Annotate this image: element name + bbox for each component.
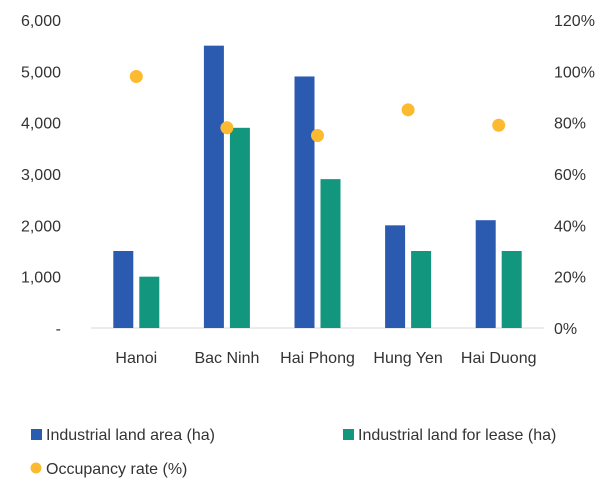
y-right-tick-label: 120% xyxy=(554,13,595,30)
bar-land-area-hai-duong xyxy=(475,220,496,328)
legend-swatch-occupancy xyxy=(30,462,42,474)
legend: Industrial land area (ha) Industrial lan… xyxy=(30,427,556,478)
bar-land-area-bac-ninh xyxy=(203,45,224,329)
bar-land-for-lease-bac-ninh xyxy=(229,127,250,328)
y-right-tick-label: 20% xyxy=(554,270,586,287)
bar-land-area-hai-phong xyxy=(294,76,315,328)
bar-land-for-lease-hai-phong xyxy=(320,179,341,328)
y-right-tick-label: 60% xyxy=(554,167,586,184)
occupancy-dot-hai-phong xyxy=(311,129,324,142)
y-left-tick-label: 2,000 xyxy=(21,218,61,235)
x-tick-label: Bac Ninh xyxy=(194,350,259,367)
legend-label-land-for-lease: Industrial land for lease (ha) xyxy=(358,427,556,444)
occupancy-dot-hai-duong xyxy=(492,118,506,132)
occupancy-dot-bac-ninh xyxy=(220,121,234,135)
y-left-tick-label: - xyxy=(56,321,61,338)
legend-item-land-for-lease: Industrial land for lease (ha) xyxy=(343,427,556,444)
legend-label-land-area: Industrial land area (ha) xyxy=(46,427,215,444)
legend-swatch-land-area xyxy=(31,429,42,440)
legend-swatch-land-for-lease xyxy=(343,429,354,440)
occupancy-dots xyxy=(129,69,506,142)
legend-label-occupancy: Occupancy rate (%) xyxy=(46,461,187,478)
x-tick-label: Hung Yen xyxy=(373,350,442,367)
bar-land-area-hung-yen xyxy=(385,225,406,328)
y-right-tick-label: 40% xyxy=(554,218,586,235)
right-axis: 0% 20% 40% 60% 80% 100% 120% xyxy=(554,13,595,338)
y-left-tick-label: 4,000 xyxy=(21,116,61,133)
y-left-tick-label: 6,000 xyxy=(21,13,61,30)
bar-land-for-lease-hung-yen xyxy=(411,251,432,328)
x-tick-label: Hai Phong xyxy=(280,350,355,367)
occupancy-dot-hung-yen xyxy=(401,103,415,117)
y-left-tick-label: 1,000 xyxy=(21,270,61,287)
legend-item-occupancy: Occupancy rate (%) xyxy=(30,461,187,478)
bar-land-for-lease-hanoi xyxy=(139,276,160,328)
y-right-tick-label: 80% xyxy=(554,116,586,133)
y-right-tick-label: 0% xyxy=(554,321,577,338)
bars xyxy=(113,45,522,329)
legend-item-land-area: Industrial land area (ha) xyxy=(31,427,215,444)
y-left-tick-label: 5,000 xyxy=(21,64,61,81)
x-tick-label: Hai Duong xyxy=(461,350,537,367)
x-tick-labels: Hanoi Bac Ninh Hai Phong Hung Yen Hai Duong xyxy=(115,350,536,367)
bar-land-area-hanoi xyxy=(113,251,134,328)
y-left-tick-label: 3,000 xyxy=(21,167,61,184)
occupancy-dot-hanoi xyxy=(129,69,143,83)
x-tick-label: Hanoi xyxy=(115,350,157,367)
bar-land-for-lease-hai-duong xyxy=(501,251,522,328)
left-axis: - 1,000 2,000 3,000 4,000 5,000 6,000 xyxy=(21,13,61,338)
y-right-tick-label: 100% xyxy=(554,64,595,81)
